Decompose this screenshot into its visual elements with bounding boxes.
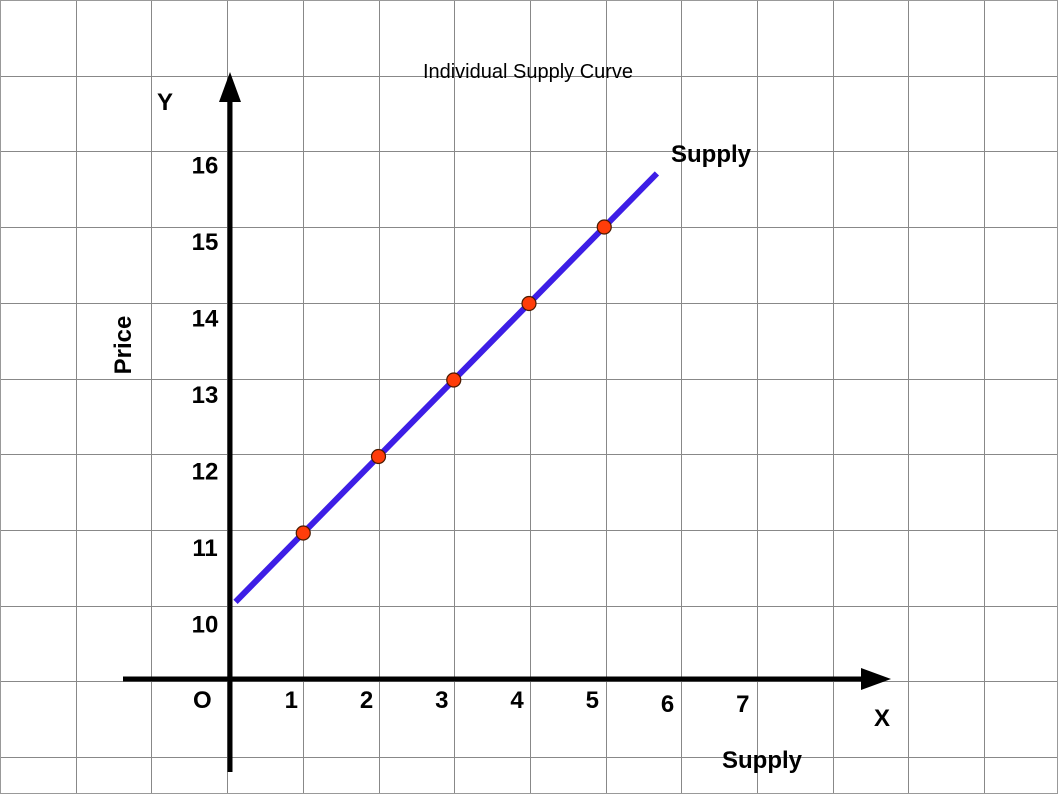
y-tick-label: 10 <box>192 612 219 639</box>
x-tick-label: 5 <box>586 687 599 714</box>
x-axis-label: Supply <box>722 747 803 774</box>
x-tick-label: 7 <box>736 691 749 718</box>
y-tick-label: 12 <box>192 459 219 486</box>
x-tick-label: 4 <box>510 687 524 714</box>
y-tick-label: 14 <box>192 306 219 333</box>
series <box>233 171 660 604</box>
y-axis-arrow <box>219 72 241 102</box>
data-point <box>295 525 311 541</box>
axes <box>123 72 891 772</box>
chart-title: Individual Supply Curve <box>423 61 633 83</box>
x-tick-label: 6 <box>661 691 674 718</box>
y-tick-label: 16 <box>192 153 219 180</box>
x-tick-label: 3 <box>435 687 448 714</box>
data-point <box>446 372 462 388</box>
x-tick-label: 2 <box>360 687 373 714</box>
y-axis-label: Price <box>110 316 137 375</box>
data-point <box>370 448 387 465</box>
x-axis-arrow <box>861 668 891 690</box>
y-tick-label: 15 <box>192 229 219 256</box>
x-axis-letter: X <box>874 705 890 732</box>
origin-label: O <box>193 687 212 714</box>
y-tick-label: 13 <box>192 382 219 409</box>
data-point <box>521 295 537 312</box>
data-point <box>596 219 612 235</box>
y-axis-letter: Y <box>157 89 173 116</box>
series-label-supply: Supply <box>671 141 752 168</box>
x-tick-label: 1 <box>285 687 298 714</box>
y-tick-label: 11 <box>192 535 217 562</box>
